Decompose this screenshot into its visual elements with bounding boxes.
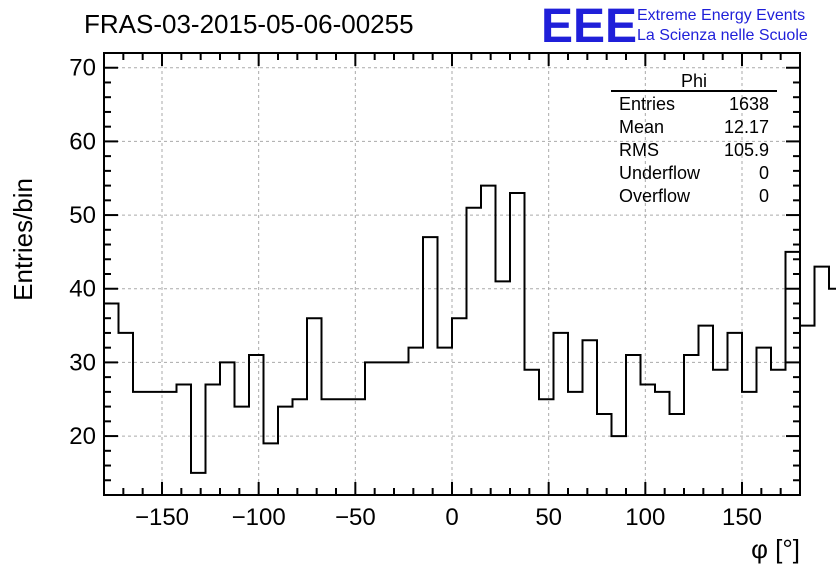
stats-row-label: Underflow: [619, 163, 701, 183]
histogram-bin: [409, 348, 424, 495]
histogram-bin: [525, 370, 540, 495]
histogram-bin: [655, 392, 670, 495]
histogram-bin: [670, 414, 685, 495]
histogram-bin: [249, 355, 264, 495]
histogram-bin: [394, 362, 409, 495]
histogram-bin: [438, 348, 453, 495]
stats-row-value: 105.9: [724, 140, 769, 160]
histogram-bin: [597, 414, 612, 495]
stats-row-value: 0: [759, 186, 769, 206]
stats-row-value: 1638: [729, 94, 769, 114]
y-tick-label: 50: [69, 202, 96, 229]
logo-line-1: Extreme Energy Events: [637, 7, 805, 24]
logo-mark: EEE: [541, 0, 637, 53]
histogram-bin: [322, 399, 337, 495]
stats-row-label: RMS: [619, 140, 659, 160]
histogram-bin: [133, 392, 148, 495]
x-tick-label: 100: [625, 504, 665, 531]
y-tick-label: 20: [69, 423, 96, 450]
y-tick-label: 70: [69, 55, 96, 82]
histogram-bin: [771, 370, 786, 495]
histogram-bin: [351, 399, 366, 495]
histogram-bin: [539, 399, 554, 495]
histogram-bin: [452, 318, 467, 495]
histogram-bin: [641, 385, 656, 496]
x-tick-label: −50: [335, 504, 376, 531]
histogram-bin: [307, 318, 322, 495]
histogram-bin: [829, 289, 836, 495]
histogram-bin: [162, 392, 177, 495]
histogram-bin: [336, 399, 351, 495]
stats-row-label: Entries: [619, 94, 675, 114]
histogram-bin: [481, 186, 496, 495]
histogram-bin: [742, 392, 757, 495]
histogram-bin: [220, 362, 235, 495]
histogram-bin: [235, 407, 250, 495]
histogram-bin: [583, 340, 598, 495]
stats-row-value: 12.17: [724, 117, 769, 137]
stats-box: Phi Entries 1638 Mean 12.17 RMS 105.9 Underflo…: [611, 71, 777, 206]
histogram-bin: [467, 208, 482, 495]
histogram-bin: [148, 392, 163, 495]
histogram-bin: [757, 348, 772, 495]
stats-row-label: Overflow: [619, 186, 691, 206]
histogram-bin: [264, 443, 279, 495]
histogram-bin: [713, 370, 728, 495]
histogram-bin: [278, 407, 293, 495]
y-tick-label: 60: [69, 128, 96, 155]
y-tick-labels: 20 30 40 50 60 70: [69, 55, 96, 450]
x-tick-label: 150: [722, 504, 762, 531]
stats-row-value: 0: [759, 163, 769, 183]
histogram-bin: [177, 385, 192, 496]
histogram-bin: [206, 385, 221, 496]
histogram-bin: [728, 333, 743, 495]
histogram-bin: [684, 355, 699, 495]
histogram-bin: [800, 326, 815, 495]
eee-logo: EEE Extreme Energy Events La Scienza nel…: [541, 0, 808, 53]
x-tick-label: 50: [535, 504, 562, 531]
histogram-bin: [510, 193, 525, 495]
stats-rows: Entries 1638 Mean 12.17 RMS 105.9 Underflow 0 Ov…: [619, 94, 769, 206]
x-tick-labels: −150 −100 −50 0 50 100 150: [135, 504, 762, 531]
histogram-bin: [365, 362, 380, 495]
histogram-bin: [496, 281, 511, 495]
x-tick-label: −100: [232, 504, 286, 531]
histogram-bin: [380, 362, 395, 495]
x-tick-label: −150: [135, 504, 189, 531]
histogram-outline: [104, 184, 836, 474]
histogram-bin: [423, 237, 438, 495]
chart-title: FRAS-03-2015-05-06-00255: [84, 9, 414, 39]
histogram-bin: [191, 473, 206, 495]
histogram-bin: [568, 392, 583, 495]
y-axis-label: Entries/bin: [8, 178, 38, 301]
histogram-bin: [626, 355, 641, 495]
axis-ticks: [104, 52, 800, 495]
histogram-bin: [612, 436, 627, 495]
x-axis-label: φ [°]: [751, 534, 800, 564]
histogram-bin: [815, 267, 830, 495]
histogram-bin: [293, 399, 308, 495]
histogram-bin: [699, 326, 714, 495]
stats-name: Phi: [681, 71, 707, 91]
stats-row-label: Mean: [619, 117, 664, 137]
logo-line-2: La Scienza nelle Scuole: [637, 27, 808, 44]
y-tick-label: 40: [69, 276, 96, 303]
x-tick-label: 0: [445, 504, 458, 531]
y-tick-label: 30: [69, 349, 96, 376]
histogram-bin: [119, 333, 134, 495]
histogram-bin: [554, 333, 569, 495]
